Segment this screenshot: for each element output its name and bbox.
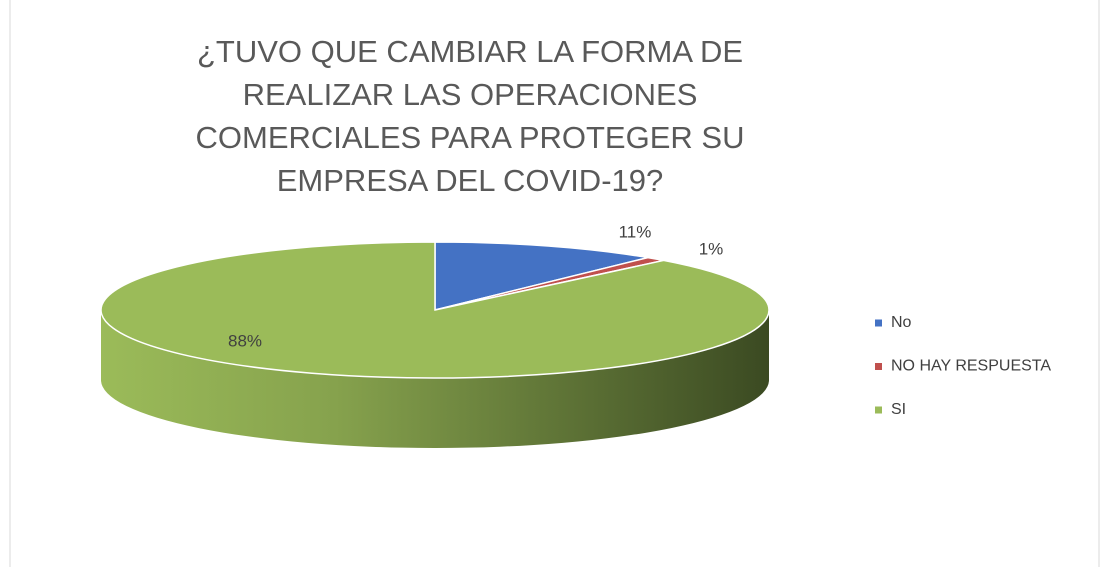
legend-swatch: [875, 319, 882, 327]
pie-slice: [100, 241, 770, 379]
chart-title: ¿TUVO QUE CAMBIAR LA FORMA DE REALIZAR L…: [195, 34, 745, 198]
pie-slice: [434, 241, 649, 311]
legend-swatch: [875, 406, 882, 414]
data-label: 88%: [228, 331, 262, 350]
legend-label: No: [891, 314, 912, 331]
legend-label: SI: [891, 401, 906, 418]
data-label: 1%: [699, 239, 724, 258]
chart-border: [9, 0, 1100, 567]
legend-swatch: [875, 363, 882, 370]
pie-side: [101, 310, 769, 448]
legend-label: NO HAY RESPUESTA: [891, 358, 1051, 375]
data-label: 11%: [619, 222, 652, 241]
